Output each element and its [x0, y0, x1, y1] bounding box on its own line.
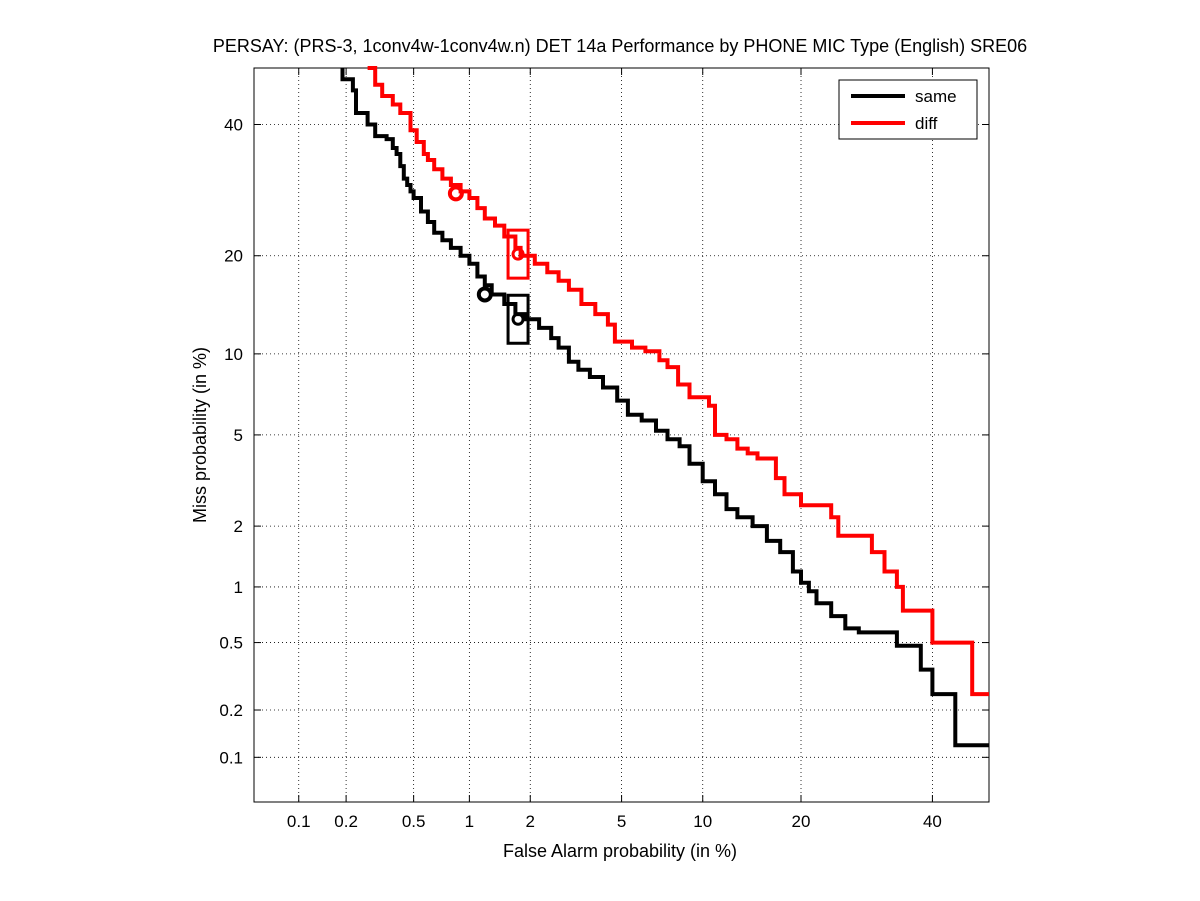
series-layer — [340, 66, 989, 748]
x-tick-label: 0.2 — [334, 812, 358, 831]
axis-ticks: 0.1 0.2 0.5 1 2 5 10 20 40 0.1 0.2 0.5 1 2 5 10 20 40 — [219, 68, 989, 831]
x-tick-label: 1 — [465, 812, 474, 831]
operating-point-circle-diff — [447, 185, 464, 202]
x-tick-label: 0.1 — [287, 812, 311, 831]
series-line-same — [340, 68, 989, 748]
legend-box — [838, 79, 978, 140]
y-axis-label: Miss probability (in %) — [190, 347, 210, 523]
legend-label-same: same — [915, 87, 957, 106]
operating-point-box-diff — [506, 228, 530, 280]
chart-title: PERSAY: (PRS-3, 1conv4w-1conv4w.n) DET 1… — [213, 36, 1027, 56]
series-diff — [367, 66, 989, 697]
legend-label-diff: diff — [915, 114, 938, 133]
x-tick-label: 40 — [923, 812, 942, 831]
y-tick-label: 0.1 — [219, 748, 243, 767]
y-tick-label: 0.2 — [219, 701, 243, 720]
y-tick-label: 5 — [234, 426, 243, 445]
operating-point-box-same — [506, 293, 530, 345]
y-tick-label: 1 — [234, 578, 243, 597]
x-tick-label: 2 — [526, 812, 535, 831]
operating-point-marker-diff — [511, 247, 525, 261]
legend: same diff — [838, 79, 978, 140]
x-tick-label: 20 — [792, 812, 811, 831]
series-line-diff — [367, 66, 989, 697]
y-tick-label: 20 — [224, 247, 243, 266]
operating-point-marker-same — [511, 312, 525, 326]
y-tick-label: 40 — [224, 116, 243, 135]
y-tick-label: 10 — [224, 345, 243, 364]
y-tick-label: 0.5 — [219, 634, 243, 653]
x-tick-label: 0.5 — [402, 812, 426, 831]
x-axis-label: False Alarm probability (in %) — [503, 841, 737, 861]
x-tick-label: 10 — [693, 812, 712, 831]
operating-point-circle-same — [476, 286, 493, 303]
x-tick-label: 5 — [617, 812, 626, 831]
y-tick-label: 2 — [234, 517, 243, 536]
series-same — [340, 68, 989, 748]
